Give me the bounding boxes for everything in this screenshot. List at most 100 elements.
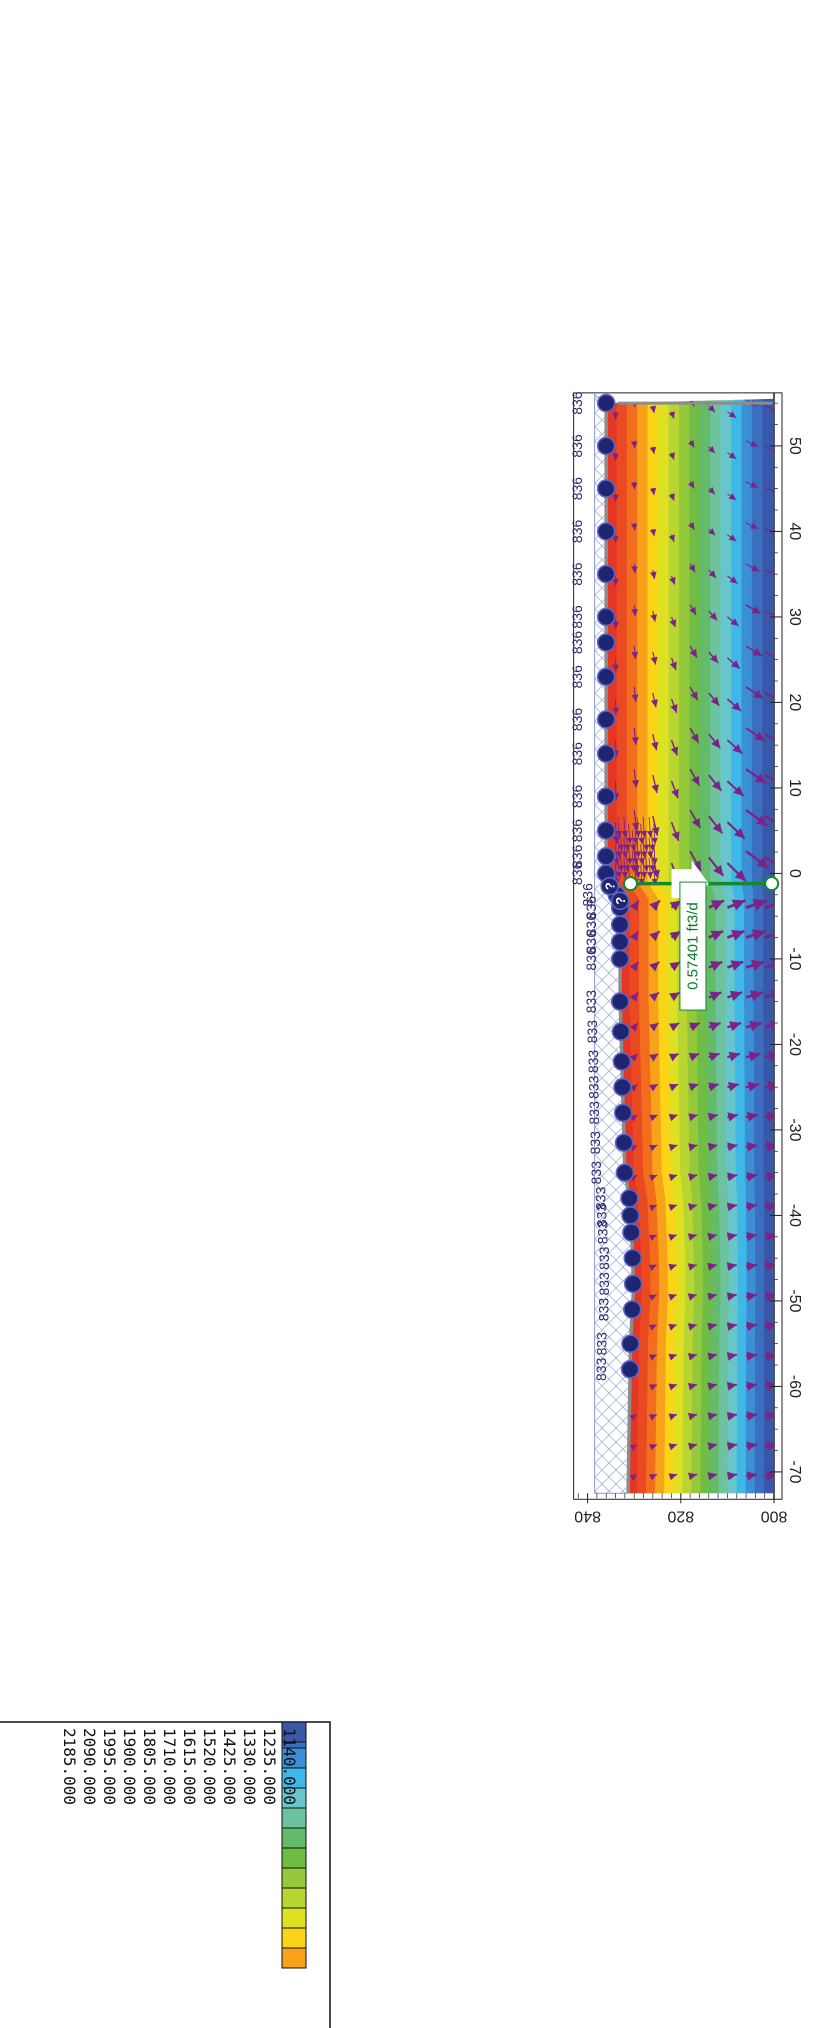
flow-vector <box>708 899 725 911</box>
flow-vector-shaft <box>764 569 774 578</box>
flow-vector <box>612 493 619 502</box>
flow-vector-head <box>752 898 767 911</box>
flow-vector <box>651 733 659 751</box>
flow-vector-head <box>729 1021 742 1032</box>
flow-vector-head <box>651 741 659 751</box>
flow-vector <box>764 1111 774 1122</box>
flow-vector-head <box>765 1321 774 1332</box>
flow-vector <box>707 1232 717 1241</box>
flow-vector-head <box>687 1323 697 1331</box>
flow-vector <box>669 991 681 1002</box>
x-tick-label: 50 <box>786 437 803 455</box>
legend-value: 1330.000 <box>240 1728 259 1805</box>
flow-vector-head <box>638 858 645 865</box>
flow-vector <box>631 604 638 617</box>
head-label: 833 <box>596 1246 612 1270</box>
flow-vector <box>726 899 746 911</box>
flow-vector <box>726 960 744 971</box>
flow-vector <box>630 851 637 872</box>
head-node <box>623 1248 643 1268</box>
flow-vector <box>687 1382 698 1391</box>
flow-vector <box>638 844 645 865</box>
flow-vector-head <box>649 1384 657 1391</box>
flow-vector <box>651 823 658 845</box>
flow-vector-head <box>630 844 637 852</box>
head-node <box>621 1206 640 1225</box>
flow-vector-head <box>668 1143 678 1152</box>
flow-vector <box>708 1021 721 1032</box>
flow-vector <box>727 493 737 501</box>
flow-vector-shaft <box>764 446 774 453</box>
legend-value: 1995.000 <box>100 1728 119 1805</box>
flux-section: 0.57401 ft3/d <box>622 860 780 1011</box>
flow-vector-head <box>707 1292 717 1301</box>
flow-vector-head <box>643 865 650 872</box>
head-node <box>596 667 616 687</box>
flow-vector-head <box>649 865 656 872</box>
flow-vector <box>668 1323 677 1331</box>
flow-vector-head <box>687 1263 697 1271</box>
flow-vector-head <box>631 651 639 660</box>
flow-vector-head <box>728 1051 740 1062</box>
flow-vector-head <box>629 1414 637 1421</box>
flow-vector <box>708 528 716 536</box>
flow-vector <box>727 452 737 460</box>
flow-vector <box>745 1172 758 1182</box>
legend-swatch <box>281 1721 307 1743</box>
head-label: 833 <box>587 1131 603 1155</box>
flow-vector <box>688 1472 698 1481</box>
flow-vector <box>649 1022 660 1032</box>
flow-vector-head <box>746 1261 757 1272</box>
x-tick-label: -60 <box>786 1375 803 1398</box>
flow-vector-head <box>651 837 658 845</box>
head-label: 833 <box>593 1186 609 1210</box>
flow-vector <box>764 569 774 578</box>
head-boundary-nodes: 8368368368368368368368368368368368368368… <box>569 391 643 1381</box>
flow-vector <box>726 739 743 755</box>
flow-vector <box>649 1413 658 1421</box>
head-label: 836 <box>583 913 599 937</box>
head-label: 836 <box>583 930 599 954</box>
flow-vector <box>745 1321 757 1331</box>
flow-vector <box>727 1021 742 1032</box>
flow-vector <box>726 616 740 627</box>
legend-value: 1900.000 <box>120 1728 139 1805</box>
flow-vector-head <box>612 578 619 586</box>
flow-vector <box>764 774 774 790</box>
unknown-head-node <box>600 876 620 896</box>
flow-vector <box>649 1083 659 1092</box>
flow-vector <box>689 604 697 616</box>
legend-value: 1520.000 <box>200 1728 219 1805</box>
head-node <box>596 436 616 456</box>
flow-vector <box>745 563 760 572</box>
x-tick-label: 20 <box>786 694 803 712</box>
flow-vector <box>745 809 769 827</box>
flow-vector <box>670 821 680 842</box>
flow-vector-field <box>612 398 774 1481</box>
flux-section-end <box>622 876 638 892</box>
flow-vector-head <box>612 621 619 629</box>
flow-vector-head <box>649 844 656 852</box>
flow-vector-head <box>708 1052 720 1062</box>
flow-vector-head <box>670 746 679 756</box>
flow-vector <box>745 1020 763 1032</box>
flow-vector-head <box>688 440 695 448</box>
flow-vector-head <box>629 1444 637 1451</box>
flow-vector-head <box>732 744 743 754</box>
flow-vector-head <box>746 1231 757 1242</box>
flow-vector-head <box>638 837 645 845</box>
flow-vector-head <box>767 1081 774 1092</box>
flow-vector-head <box>629 1053 638 1062</box>
flow-vector <box>764 1171 774 1182</box>
flow-vector <box>651 774 659 794</box>
flow-vector <box>629 1053 639 1062</box>
flow-vector <box>745 768 767 785</box>
x-tick-label: 30 <box>786 608 803 626</box>
head-label: 836 <box>569 844 585 868</box>
flow-vector <box>726 1322 737 1331</box>
flow-vector-head <box>688 1052 700 1062</box>
flow-vector-head <box>688 1113 698 1122</box>
flow-vector <box>708 569 717 579</box>
flow-vector <box>707 1472 718 1481</box>
flow-vector <box>707 1292 717 1301</box>
